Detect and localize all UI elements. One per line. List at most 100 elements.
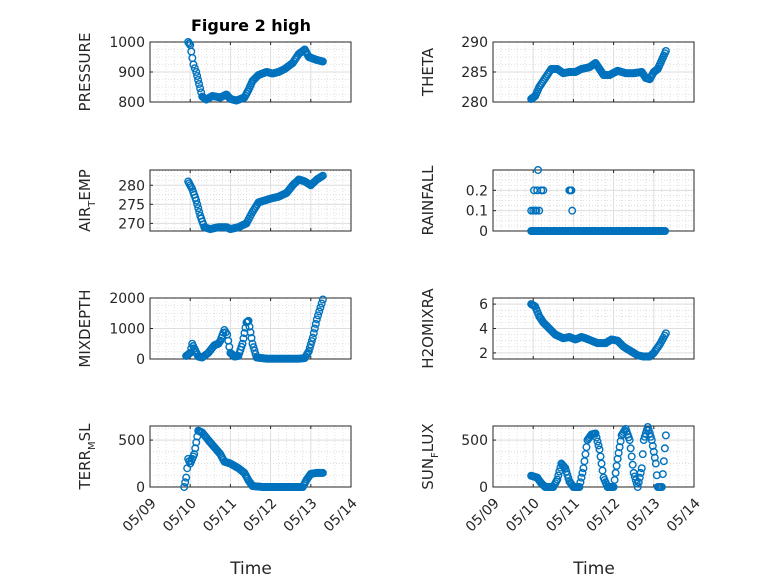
x-tick-label: 05/10 [503,495,543,535]
data-point [593,437,602,446]
subplot-air_temp: 270 275 280 AIRTEMP [76,169,352,234]
data-point [659,457,668,466]
y-axis-label: AIRTEMP [76,169,98,232]
data-point [626,444,635,453]
x-tick-label: 05/11 [543,495,583,535]
y-tick-label: 0 [479,224,488,240]
data-point [560,463,569,472]
data-point [575,483,584,492]
data-point [315,307,324,316]
x-tick-label: 05/09 [120,495,160,535]
data-point [534,165,543,174]
data-point [182,473,191,482]
data-point [196,84,205,93]
y-tick-label: 275 [118,197,145,213]
data-point [661,431,670,440]
data-point [628,460,637,469]
data-point [316,303,325,312]
data-point [309,329,318,338]
x-tick-label: 05/09 [463,495,503,535]
data-point [310,324,319,333]
x-tick-label: 05/12 [241,495,281,535]
data-point [245,322,254,331]
data-point [660,444,669,453]
y-tick-label: 0.2 [466,183,488,199]
y-tick-label: 1000 [109,35,145,51]
subplot-terr_msl: 0 500 05/09 05/10 05/11 05/12 05/13 05/14 TERRMS… [76,423,361,535]
data-point [181,478,190,487]
data-point [187,344,196,353]
data-point [657,483,666,492]
data-point [246,328,255,337]
data-point [248,339,257,348]
data-point [244,316,253,325]
data-point [638,450,647,459]
data-point [661,329,670,338]
data-point [318,295,327,304]
x-tick-label: 05/11 [200,495,240,535]
data-point [247,334,256,343]
y-axis-label: MIXDEPTH [76,289,94,367]
y-tick-label: 500 [118,433,145,449]
x-tick-label: 05/13 [624,495,664,535]
y-axis-label: TERRMSL [76,423,98,491]
data-point [591,429,600,438]
subplot-rainfall: 0 0.1 0.2 RAINFALL [419,165,695,240]
x-tick-label: 05/12 [584,495,624,535]
data-point [249,343,258,352]
data-point [193,200,202,209]
subplot-h2omixra: 2 4 6 H2OMIXRA [419,288,695,369]
y-tick-label: 0 [136,352,145,368]
data-point [318,171,327,180]
x-axis-label-right: Time [572,559,615,579]
y-tick-label: 2 [479,346,488,362]
y-tick-label: 500 [461,433,488,449]
data-point [305,343,314,352]
y-axis-label: THETA [419,47,437,97]
data-point [577,473,586,482]
data-point [317,299,326,308]
data-point [312,315,321,324]
data-point [658,470,667,479]
data-point [636,468,645,477]
data-point [637,464,646,473]
y-axis-label: H2OMIXRA [419,288,437,369]
subplot-mixdepth: 0 1000 2000 MIXDEPTH [76,289,352,368]
data-point [634,478,643,487]
data-point [238,339,247,348]
data-point [553,475,562,484]
data-point [189,60,198,69]
data-point [535,206,544,215]
y-tick-label: 0.1 [466,204,488,220]
data-point [594,441,603,450]
subplot-theta: 280 285 290 THETA [419,35,695,111]
x-tick-label: 05/14 [664,495,704,535]
y-tick-label: 0 [136,480,145,496]
data-point [625,436,634,445]
data-point [554,471,563,480]
x-axis-label-left: Time [229,559,272,579]
axes-box [492,425,695,488]
y-axis-label: RAINFALL [419,165,437,236]
data-point [192,67,201,76]
y-axis-label: SUNFLUX [419,423,441,489]
y-tick-label: 800 [118,95,145,111]
y-tick-label: 0 [479,480,488,496]
y-tick-label: 280 [461,95,488,111]
data-point [318,468,327,477]
data-point [239,334,248,343]
data-point [307,337,316,346]
data-point [190,64,199,73]
data-point [250,346,259,355]
subplot-pressure: 800 900 1000 PRESSURE [76,33,352,111]
y-tick-label: 2000 [109,291,145,307]
data-point [308,333,317,342]
y-tick-label: 4 [479,322,488,338]
data-point [539,186,548,195]
x-tick-label: 05/14 [321,495,361,535]
data-point [532,206,541,215]
data-point [568,206,577,215]
data-point [592,433,601,442]
y-tick-label: 1000 [109,322,145,338]
